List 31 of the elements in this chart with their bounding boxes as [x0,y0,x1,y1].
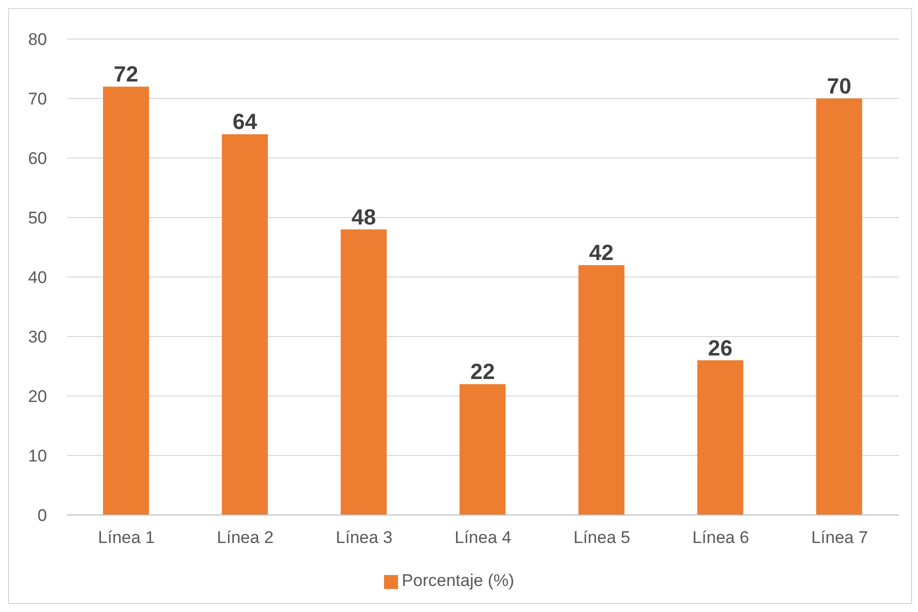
bar [340,229,387,515]
y-tick-label: 30 [28,328,47,347]
data-label: 48 [351,204,376,230]
x-tick-label: Línea 7 [811,528,868,548]
y-tick-label: 40 [28,268,47,288]
bar [578,265,624,515]
y-tick-label: 0 [38,506,47,526]
bar [460,384,506,515]
bar [697,360,744,515]
x-tick-label: Línea 2 [216,528,274,548]
bar [222,134,268,515]
y-tick-label: 10 [28,446,47,466]
y-tick-label: 60 [28,149,47,168]
x-tick-label: Línea 6 [692,528,750,548]
data-label: 70 [826,74,852,98]
bar [816,98,862,515]
data-label: 26 [708,335,733,360]
data-label: 22 [470,359,495,384]
y-tick-label: 80 [28,30,47,50]
x-tick-label: Línea 3 [336,528,393,548]
legend-label: Porcentaje (%) [402,571,514,590]
x-tick-label: Línea 5 [573,528,630,548]
data-label: 72 [114,62,138,87]
data-label: 64 [232,109,258,134]
bar [103,86,149,515]
y-tick-label: 50 [28,208,47,228]
y-tick-label: 20 [28,387,47,406]
x-tick-label: Línea 4 [454,528,512,548]
y-tick-label: 70 [28,90,47,109]
x-tick-label: Línea 1 [98,528,155,548]
data-label: 42 [589,240,614,266]
